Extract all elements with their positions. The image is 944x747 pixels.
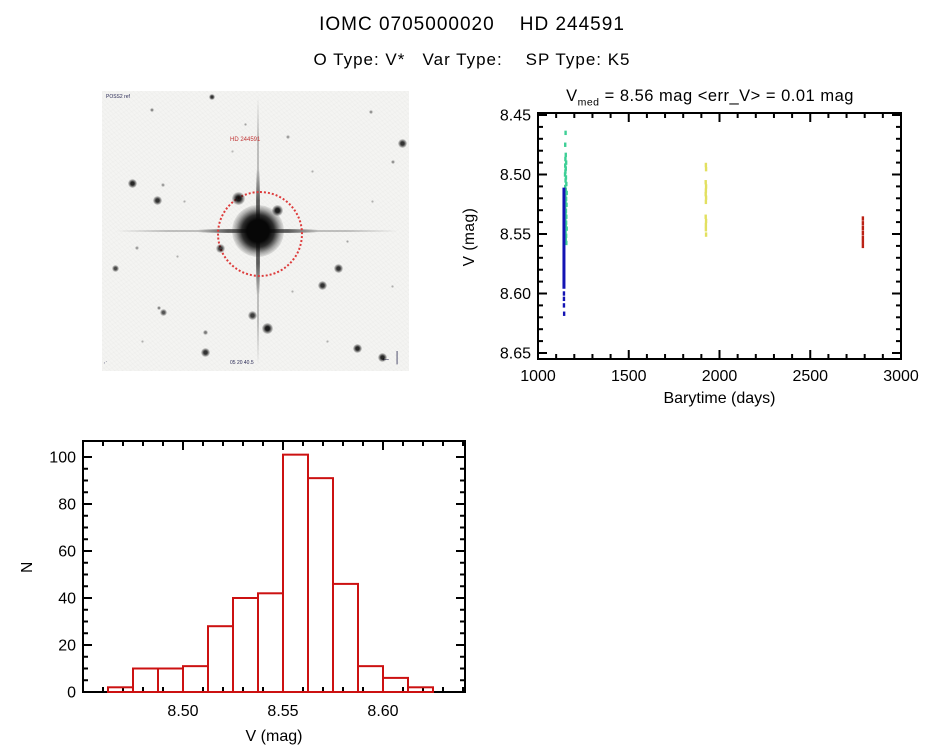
lightcurve-title: Vmed = 8.56 mag <err_V> = 0.01 mag xyxy=(566,87,854,109)
star-dot xyxy=(391,160,395,164)
star-dot xyxy=(286,135,290,139)
star-dot xyxy=(333,263,343,273)
star-dot xyxy=(215,243,225,253)
star-dot xyxy=(310,169,314,173)
finder-bottom-label: 05 20 40.5 xyxy=(230,360,254,366)
star-dot xyxy=(397,138,407,148)
tick-label: 8.45 xyxy=(500,108,531,125)
star-dot xyxy=(161,183,165,187)
star-dot xyxy=(271,204,283,216)
series-epoch3-red xyxy=(861,216,865,249)
hist-bar xyxy=(107,686,134,693)
compass-orientation-icon: ← │ xyxy=(380,352,401,364)
tick-label: 60 xyxy=(58,544,76,561)
hist-bar xyxy=(182,665,209,693)
histogram-plot: 8.50 8.55 8.60 0 20 40 60 80 100 V (mag) xyxy=(49,440,466,745)
star-dot xyxy=(175,254,179,258)
series-epoch2-yellow xyxy=(704,162,708,237)
star-dot xyxy=(140,339,144,343)
series-epoch1-green xyxy=(563,130,568,246)
star-dot xyxy=(157,306,161,310)
hist-bar xyxy=(282,453,309,694)
star-dot xyxy=(370,199,374,203)
page-title: IOMC 0705000020 HD 244591 xyxy=(319,14,625,35)
star-dot xyxy=(230,149,234,153)
hist-bar xyxy=(232,597,259,693)
star-dot xyxy=(135,246,139,250)
series-epoch1-blue xyxy=(562,187,566,316)
hist-bar xyxy=(332,582,359,693)
hist-bar xyxy=(207,625,234,693)
tick-label: 2500 xyxy=(792,368,828,385)
star-dot xyxy=(209,94,215,100)
finder-corner-mark: ,· xyxy=(104,359,108,365)
hist-bar xyxy=(407,686,434,693)
star-dot xyxy=(377,352,387,362)
star-dot xyxy=(369,110,373,114)
page-subtitle: O Type: V* Var Type: SP Type: K5 xyxy=(313,50,631,69)
star-dot xyxy=(345,239,349,243)
star-dot xyxy=(152,195,162,205)
tick-label: 2000 xyxy=(702,368,738,385)
hist-bar xyxy=(357,665,384,693)
star-dot xyxy=(231,191,245,205)
hist-bar xyxy=(132,667,159,693)
hist-bar xyxy=(382,676,409,693)
star-dot xyxy=(150,108,154,112)
hist-bar xyxy=(157,667,184,693)
tick-label: 8.50 xyxy=(167,703,198,720)
star-dot xyxy=(202,329,208,335)
target-marker-circle xyxy=(217,191,303,277)
tick-label: 8.60 xyxy=(500,286,531,303)
tick-label: V (mag) xyxy=(246,728,303,745)
tick-label: 8.55 xyxy=(267,703,298,720)
star-dot xyxy=(261,322,273,334)
tick-label: 8.55 xyxy=(500,227,531,244)
tick-label: 40 xyxy=(58,591,76,608)
finder-corner-label: POSS2 ref xyxy=(106,94,130,100)
tick-label: 8.65 xyxy=(500,346,531,363)
tick-label: 0 xyxy=(67,685,76,702)
hist-bar xyxy=(307,477,334,694)
lc-axes: 1000 1500 2000 2500 3000 8.45 8.50 8.55 8.60 8.65… xyxy=(500,108,919,408)
tick-label: Barytime (days) xyxy=(663,390,775,407)
hist-bars xyxy=(107,453,434,694)
tick-label: 100 xyxy=(49,450,76,467)
tick-label: 20 xyxy=(58,638,76,655)
tick-label: 1500 xyxy=(611,368,647,385)
star-dot xyxy=(159,308,167,316)
star-dot xyxy=(111,264,119,272)
tick-label: 8.60 xyxy=(367,703,398,720)
hist-bar xyxy=(257,592,284,693)
star-dot xyxy=(200,347,210,357)
star-dot xyxy=(290,289,294,293)
star-dot xyxy=(317,280,327,290)
star-dot xyxy=(127,178,137,188)
star-dot xyxy=(247,310,257,320)
tick-label: 3000 xyxy=(883,368,919,385)
finder-chart-image: POSS2 ref HD 244591 05 20 40.5 ,· ← │ xyxy=(102,91,409,371)
star-dot xyxy=(182,199,186,203)
star-dot xyxy=(390,284,394,288)
star-dot xyxy=(352,343,362,353)
star-dot xyxy=(243,122,247,126)
tick-label: 80 xyxy=(58,497,76,514)
star-dot xyxy=(325,339,329,343)
lightcurve-plot: 1000 1500 2000 2500 3000 8.45 8.50 8.55 8.60 8.65… xyxy=(500,108,919,408)
finder-source-label: HD 244591 xyxy=(230,137,261,143)
tick-label: 1000 xyxy=(520,368,556,385)
tick-label: 8.50 xyxy=(500,167,531,184)
